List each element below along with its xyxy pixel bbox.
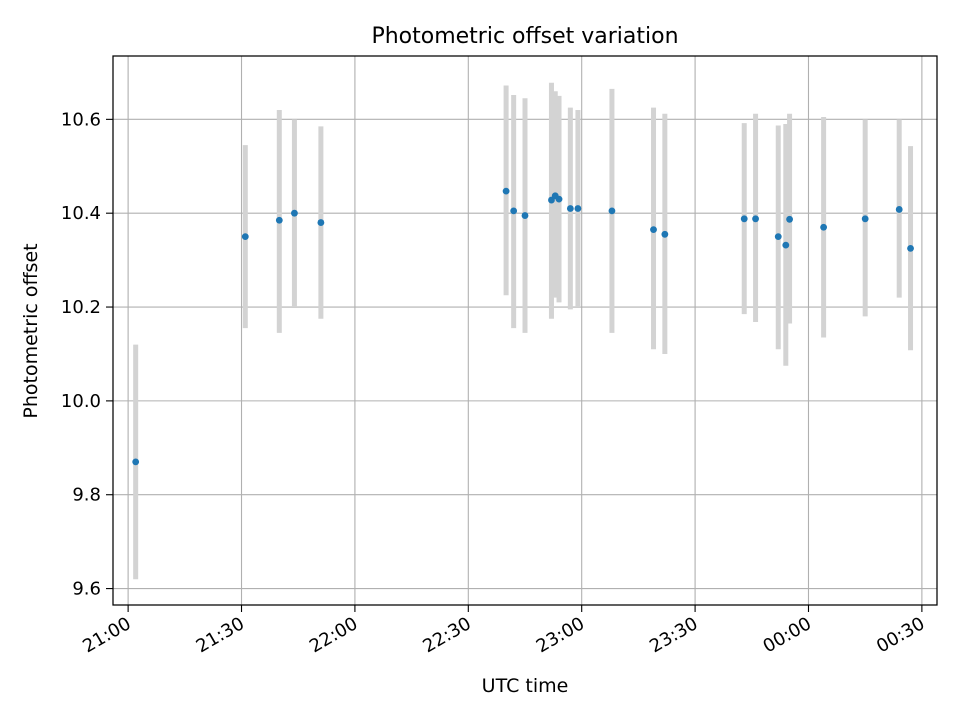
plot-frame xyxy=(112,55,938,606)
data-point xyxy=(774,233,782,241)
data-point xyxy=(895,206,903,213)
data-point xyxy=(502,187,510,195)
data-point xyxy=(132,458,140,466)
chart-title: Photometric offset variation xyxy=(371,24,678,49)
data-point xyxy=(521,212,529,219)
data-point xyxy=(608,207,616,215)
data-point xyxy=(275,216,283,224)
data-point xyxy=(241,233,249,241)
y-tick-label: 9.8 xyxy=(72,485,101,506)
data-point xyxy=(861,215,869,223)
y-tick-label: 10.0 xyxy=(61,391,101,412)
data-point xyxy=(291,209,298,217)
data-point xyxy=(574,205,582,212)
x-axis-label: UTC time xyxy=(482,675,569,697)
y-axis-ticks: 9.6 9.8 10.0 10.2 10.4 10.6 xyxy=(61,109,113,600)
data-point xyxy=(566,205,574,212)
data-point xyxy=(786,215,793,223)
point-layer xyxy=(132,187,914,466)
y-tick-label: 9.6 xyxy=(72,579,101,600)
data-point xyxy=(661,230,669,238)
data-point xyxy=(907,244,914,252)
y-tick-label: 10.2 xyxy=(61,297,101,318)
data-point xyxy=(650,226,657,234)
data-point xyxy=(510,207,518,215)
y-tick-label: 10.4 xyxy=(61,203,101,224)
data-point xyxy=(555,195,563,203)
y-tick-label: 10.6 xyxy=(61,109,101,130)
data-point xyxy=(317,219,325,226)
y-axis-label: Photometric offset xyxy=(20,243,42,418)
data-point xyxy=(752,215,759,223)
data-point xyxy=(782,241,790,249)
data-point xyxy=(740,215,748,223)
data-point xyxy=(820,223,828,231)
